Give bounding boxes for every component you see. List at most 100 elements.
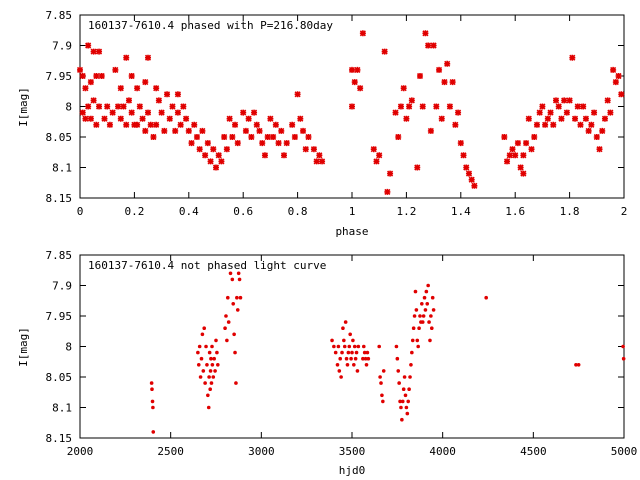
phased-data-point <box>291 133 298 141</box>
phased-data-point <box>604 97 611 104</box>
phased-data-point <box>115 103 122 110</box>
phased-data-point <box>82 115 89 122</box>
unphased-data-point <box>199 356 204 361</box>
phased-data-point <box>351 79 358 86</box>
unphased-data-point <box>224 314 228 318</box>
unphased-data-point <box>211 375 216 379</box>
unphased-data-point <box>339 375 343 379</box>
unphased-data-point <box>228 271 233 276</box>
phased-data-point <box>563 109 570 116</box>
unphased-data-point <box>343 320 348 324</box>
unphased-data-point <box>400 417 404 422</box>
unphased-x-tick-label: 4500 <box>520 445 547 458</box>
unphased-data-point <box>410 350 414 355</box>
unphased-data-point <box>209 356 213 361</box>
phased-data-point <box>550 121 557 128</box>
unphased-data-point <box>380 393 384 398</box>
phased-data-point <box>542 121 549 128</box>
phased-data-point <box>376 152 383 159</box>
phased-data-point <box>310 146 317 153</box>
phased-data-point <box>79 72 86 80</box>
phased-data-point <box>582 115 589 122</box>
phased-data-point <box>373 158 380 165</box>
unphased-data-point <box>348 332 352 337</box>
unphased-data-point <box>230 277 235 282</box>
unphased-x-tick-label: 3000 <box>248 445 275 458</box>
unphased-x-tick-label: 2500 <box>157 445 184 458</box>
unphased-plot-frame <box>79 254 625 439</box>
phased-data-point <box>397 103 405 110</box>
unphased-x-tick-label: 5000 <box>611 445 638 458</box>
phased-data-point <box>134 121 141 128</box>
unphased-x-tick-label: 4000 <box>429 445 456 458</box>
phased-data-point <box>313 158 320 165</box>
phased-data-point <box>555 103 562 110</box>
unphased-data-point <box>235 295 239 300</box>
phased-data-point <box>90 97 97 104</box>
unphased-data-point <box>429 314 433 318</box>
phased-data-point <box>354 66 361 73</box>
unphased-data-point <box>345 363 350 367</box>
phased-data-point <box>248 133 255 141</box>
phased-data-point <box>93 121 100 128</box>
phased-data-point <box>468 176 475 183</box>
phased-data-point <box>552 97 560 104</box>
phased-data-point <box>348 66 356 73</box>
phased-data-point <box>503 158 511 165</box>
phased-data-point <box>221 133 228 141</box>
phased-axes: 0 0.2 0.4 0.6 0.8 1 1.2 1.4 1.6 1.8 2 7.85 7.9 7.95 8 8… <box>46 9 628 218</box>
phased-data-point <box>158 109 165 116</box>
phased-data-point <box>406 103 413 110</box>
phased-data-point <box>76 66 84 73</box>
phased-data-point <box>223 146 230 153</box>
unphased-data-point <box>413 289 418 294</box>
unphased-data-point <box>208 387 212 392</box>
phased-data-point <box>403 115 410 122</box>
phased-data-point <box>226 115 233 122</box>
unphased-data-point <box>426 283 430 288</box>
phased-data-point <box>82 85 89 92</box>
unphased-data-point <box>621 344 625 349</box>
phased-data-point <box>93 72 100 80</box>
phased-data-point <box>457 140 464 147</box>
phased-data-point <box>414 164 421 171</box>
phased-data-point <box>144 109 152 116</box>
unphased-data-point <box>213 369 217 373</box>
unphased-data-point <box>206 393 210 398</box>
phased-data-point <box>174 109 181 116</box>
unphased-axes: 2000 2500 3000 3500 4000 4500 5000 7.85 7.9 7.95 8… <box>46 249 638 458</box>
phased-data-point <box>416 72 424 80</box>
phased-data-point <box>128 109 135 116</box>
phased-data-point <box>618 91 625 98</box>
phased-light-curve-panel: 160137-7610.4 phased with P=216.80day ph… <box>17 9 627 238</box>
phased-data-point <box>544 115 551 122</box>
unphased-data-points <box>149 271 626 434</box>
phased-data-point <box>392 109 399 116</box>
phased-data-point <box>299 127 307 134</box>
unphased-data-point <box>356 344 361 349</box>
unphased-data-point <box>225 338 229 343</box>
phased-data-point <box>531 133 538 141</box>
phased-data-point <box>267 115 274 122</box>
unphased-data-point <box>223 326 227 331</box>
phased-data-point <box>142 79 149 86</box>
phased-data-point <box>422 30 429 37</box>
unphased-data-point <box>205 363 209 367</box>
phased-data-point <box>501 133 508 141</box>
phased-data-point <box>305 133 312 141</box>
phased-data-point <box>123 54 130 61</box>
phased-data-point <box>177 121 184 128</box>
unphased-data-point <box>202 326 207 331</box>
unphased-data-point <box>420 320 425 324</box>
phased-y-axis-label: I[mag] <box>17 87 30 127</box>
phased-data-point <box>558 115 565 122</box>
unphased-data-point <box>207 375 211 379</box>
phased-data-point <box>588 121 595 128</box>
phased-data-point <box>539 103 546 110</box>
phased-data-point <box>438 115 445 122</box>
unphased-data-point <box>332 344 336 349</box>
phased-data-point <box>117 115 124 122</box>
phased-data-point <box>112 66 119 73</box>
phased-data-point <box>169 103 176 110</box>
